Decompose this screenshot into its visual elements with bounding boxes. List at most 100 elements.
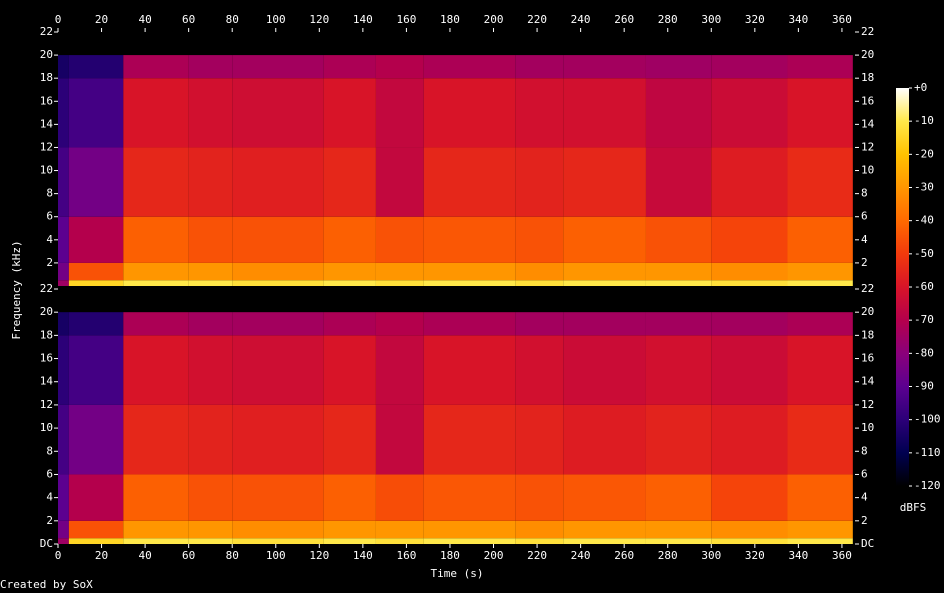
x-tick-label: 80 <box>226 549 239 562</box>
cell <box>787 55 853 79</box>
cell <box>515 312 564 336</box>
y-tick-label: 14 <box>40 375 54 388</box>
cell <box>232 147 324 217</box>
cell <box>787 262 853 281</box>
cell <box>68 147 124 217</box>
y-tick-label: 12 <box>861 140 874 153</box>
cell <box>515 280 564 286</box>
cell <box>563 538 646 544</box>
x-tick-label: 120 <box>309 13 329 26</box>
cell <box>58 147 69 217</box>
x-tick-label: 300 <box>701 549 721 562</box>
cell <box>188 404 233 475</box>
cell <box>123 404 189 475</box>
cell <box>423 404 516 475</box>
cell <box>123 335 189 405</box>
cell <box>323 335 376 405</box>
y-tick-label: 20 <box>40 48 53 61</box>
cell <box>188 538 233 544</box>
x-tick-label: 140 <box>353 549 373 562</box>
cell <box>375 312 424 336</box>
cell <box>787 147 853 217</box>
cell <box>423 335 516 405</box>
cell <box>123 474 189 521</box>
cell <box>323 78 376 148</box>
cell <box>232 520 324 539</box>
x-tick-label: 360 <box>832 549 852 562</box>
cell <box>68 55 124 79</box>
colorbar-tick-label: -70 <box>914 313 934 326</box>
x-tick-label: 160 <box>396 549 416 562</box>
cell <box>375 280 424 286</box>
x-tick-label: 200 <box>484 549 504 562</box>
x-tick-label: 280 <box>658 549 678 562</box>
cell <box>645 474 712 521</box>
cell <box>232 216 324 263</box>
cell <box>58 312 69 336</box>
colorbar-tick-label: -100 <box>914 413 941 426</box>
cell <box>787 335 853 405</box>
colorbar-tick-label: +0 <box>914 81 927 94</box>
cell <box>123 55 189 79</box>
x-tick-label: 20 <box>95 13 108 26</box>
cell <box>563 520 646 539</box>
colorbar-tick-label: -40 <box>914 214 934 227</box>
y-tick-label: 10 <box>861 164 874 177</box>
y-tick-label: 22 <box>861 25 874 38</box>
cell <box>123 262 189 281</box>
y-tick-label: 16 <box>861 352 874 365</box>
cell <box>323 280 376 286</box>
y-tick-label: 12 <box>40 398 53 411</box>
cell <box>645 520 712 539</box>
y-tick-label: 4 <box>46 233 53 246</box>
y-tick-label: 22 <box>40 282 53 295</box>
cell <box>515 262 564 281</box>
x-tick-label: 180 <box>440 549 460 562</box>
cell <box>423 262 516 281</box>
x-tick-label: 100 <box>266 13 286 26</box>
cell <box>58 55 69 79</box>
cell <box>787 474 853 521</box>
cell <box>123 78 189 148</box>
cell <box>123 280 189 286</box>
y-tick-label: 20 <box>861 48 874 61</box>
y-tick-label: 10 <box>861 421 874 434</box>
y-tick-label: 8 <box>46 187 53 200</box>
cell <box>68 280 124 286</box>
y-tick-label: 20 <box>861 305 874 318</box>
cell <box>515 55 564 79</box>
y-tick-label: 18 <box>861 328 874 341</box>
cell <box>563 335 646 405</box>
cell <box>787 520 853 539</box>
colorbar-tick-label: -30 <box>914 181 934 194</box>
cell <box>58 262 69 281</box>
y-tick-label: DC <box>40 537 53 550</box>
x-tick-label: 20 <box>95 549 108 562</box>
y-tick-label: 6 <box>46 467 53 480</box>
x-tick-label: 0 <box>55 549 62 562</box>
y-tick-label: 8 <box>861 444 868 457</box>
x-tick-label: 80 <box>226 13 239 26</box>
colorbar-tick-label: -50 <box>914 247 934 260</box>
colorbar-tick-label: -120 <box>914 479 941 492</box>
cell <box>645 280 712 286</box>
cell <box>123 216 189 263</box>
cell <box>375 147 424 217</box>
y-tick-label: 6 <box>861 210 868 223</box>
cell <box>563 474 646 521</box>
y-tick-label: 12 <box>861 398 874 411</box>
cell <box>188 520 233 539</box>
cell <box>68 335 124 405</box>
y-tick-label: 6 <box>46 210 53 223</box>
cell <box>323 55 376 79</box>
cell <box>232 474 324 521</box>
cell <box>563 262 646 281</box>
cell <box>563 147 646 217</box>
y-tick-label: 4 <box>861 491 868 504</box>
cell <box>323 520 376 539</box>
cell <box>188 312 233 336</box>
cell <box>188 55 233 79</box>
cell <box>68 262 124 281</box>
cell <box>711 147 788 217</box>
x-tick-label: 40 <box>138 13 151 26</box>
